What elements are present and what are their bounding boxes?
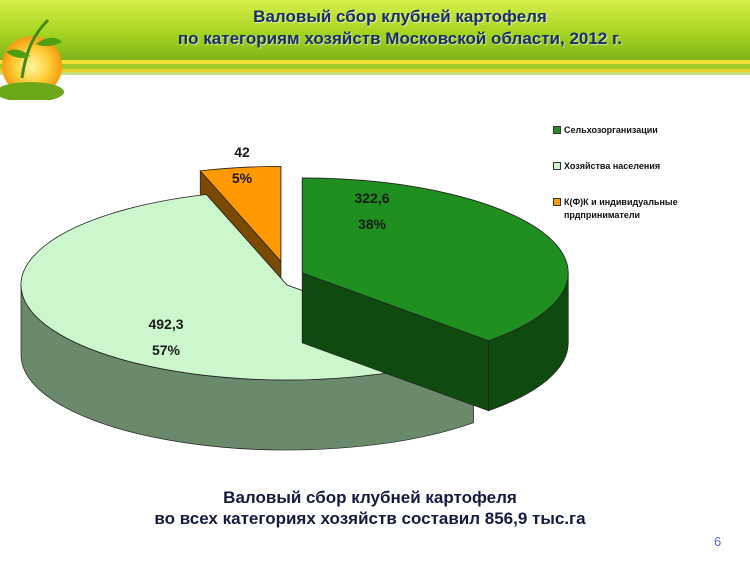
legend-item: Сельхозорганизации [553,124,744,137]
slide-header: Валовый сбор клубней картофеля по катего… [0,0,750,100]
legend-item: Хозяйства населения [553,160,744,173]
data-label-percent: 38% [358,216,387,232]
header-banner [0,0,750,100]
summary-line-2: во всех категориях хозяйств составил 856… [154,509,586,528]
data-label-value: 322,6 [354,190,389,206]
title-line-1: Валовый сбор клубней картофеля [253,7,547,26]
legend-label: Сельхозорганизации [564,125,658,135]
legend-swatch [553,126,561,134]
legend-swatch [553,198,561,206]
data-label-percent: 5% [232,170,253,186]
data-label-percent: 57% [152,342,181,358]
sun-logo [0,18,64,100]
legend-label: К(Ф)К и индивидуальные прдприниматели [564,197,678,220]
legend-item: К(Ф)К и индивидуальные прдприниматели [553,196,744,222]
data-label-value: 42 [234,144,250,160]
pie-chart: 322,6 38% 492,3 57% 42 5% [20,144,569,451]
title-line-2: по категориям хозяйств Московской област… [177,29,623,48]
pie-slice-top [199,165,282,263]
data-label-value: 492,3 [148,316,183,332]
legend-label: Хозяйства населения [564,161,661,171]
legend-swatch [553,162,561,170]
slide-title: Валовый сбор клубней картофеля по катего… [110,6,690,50]
summary-text: Валовый сбор клубней картофеля во всех к… [100,487,640,529]
pie-slice-top [301,177,569,342]
pie-slice-1 [301,177,569,412]
page-number: 6 [714,534,722,549]
summary-line-1: Валовый сбор клубней картофеля [223,488,517,507]
